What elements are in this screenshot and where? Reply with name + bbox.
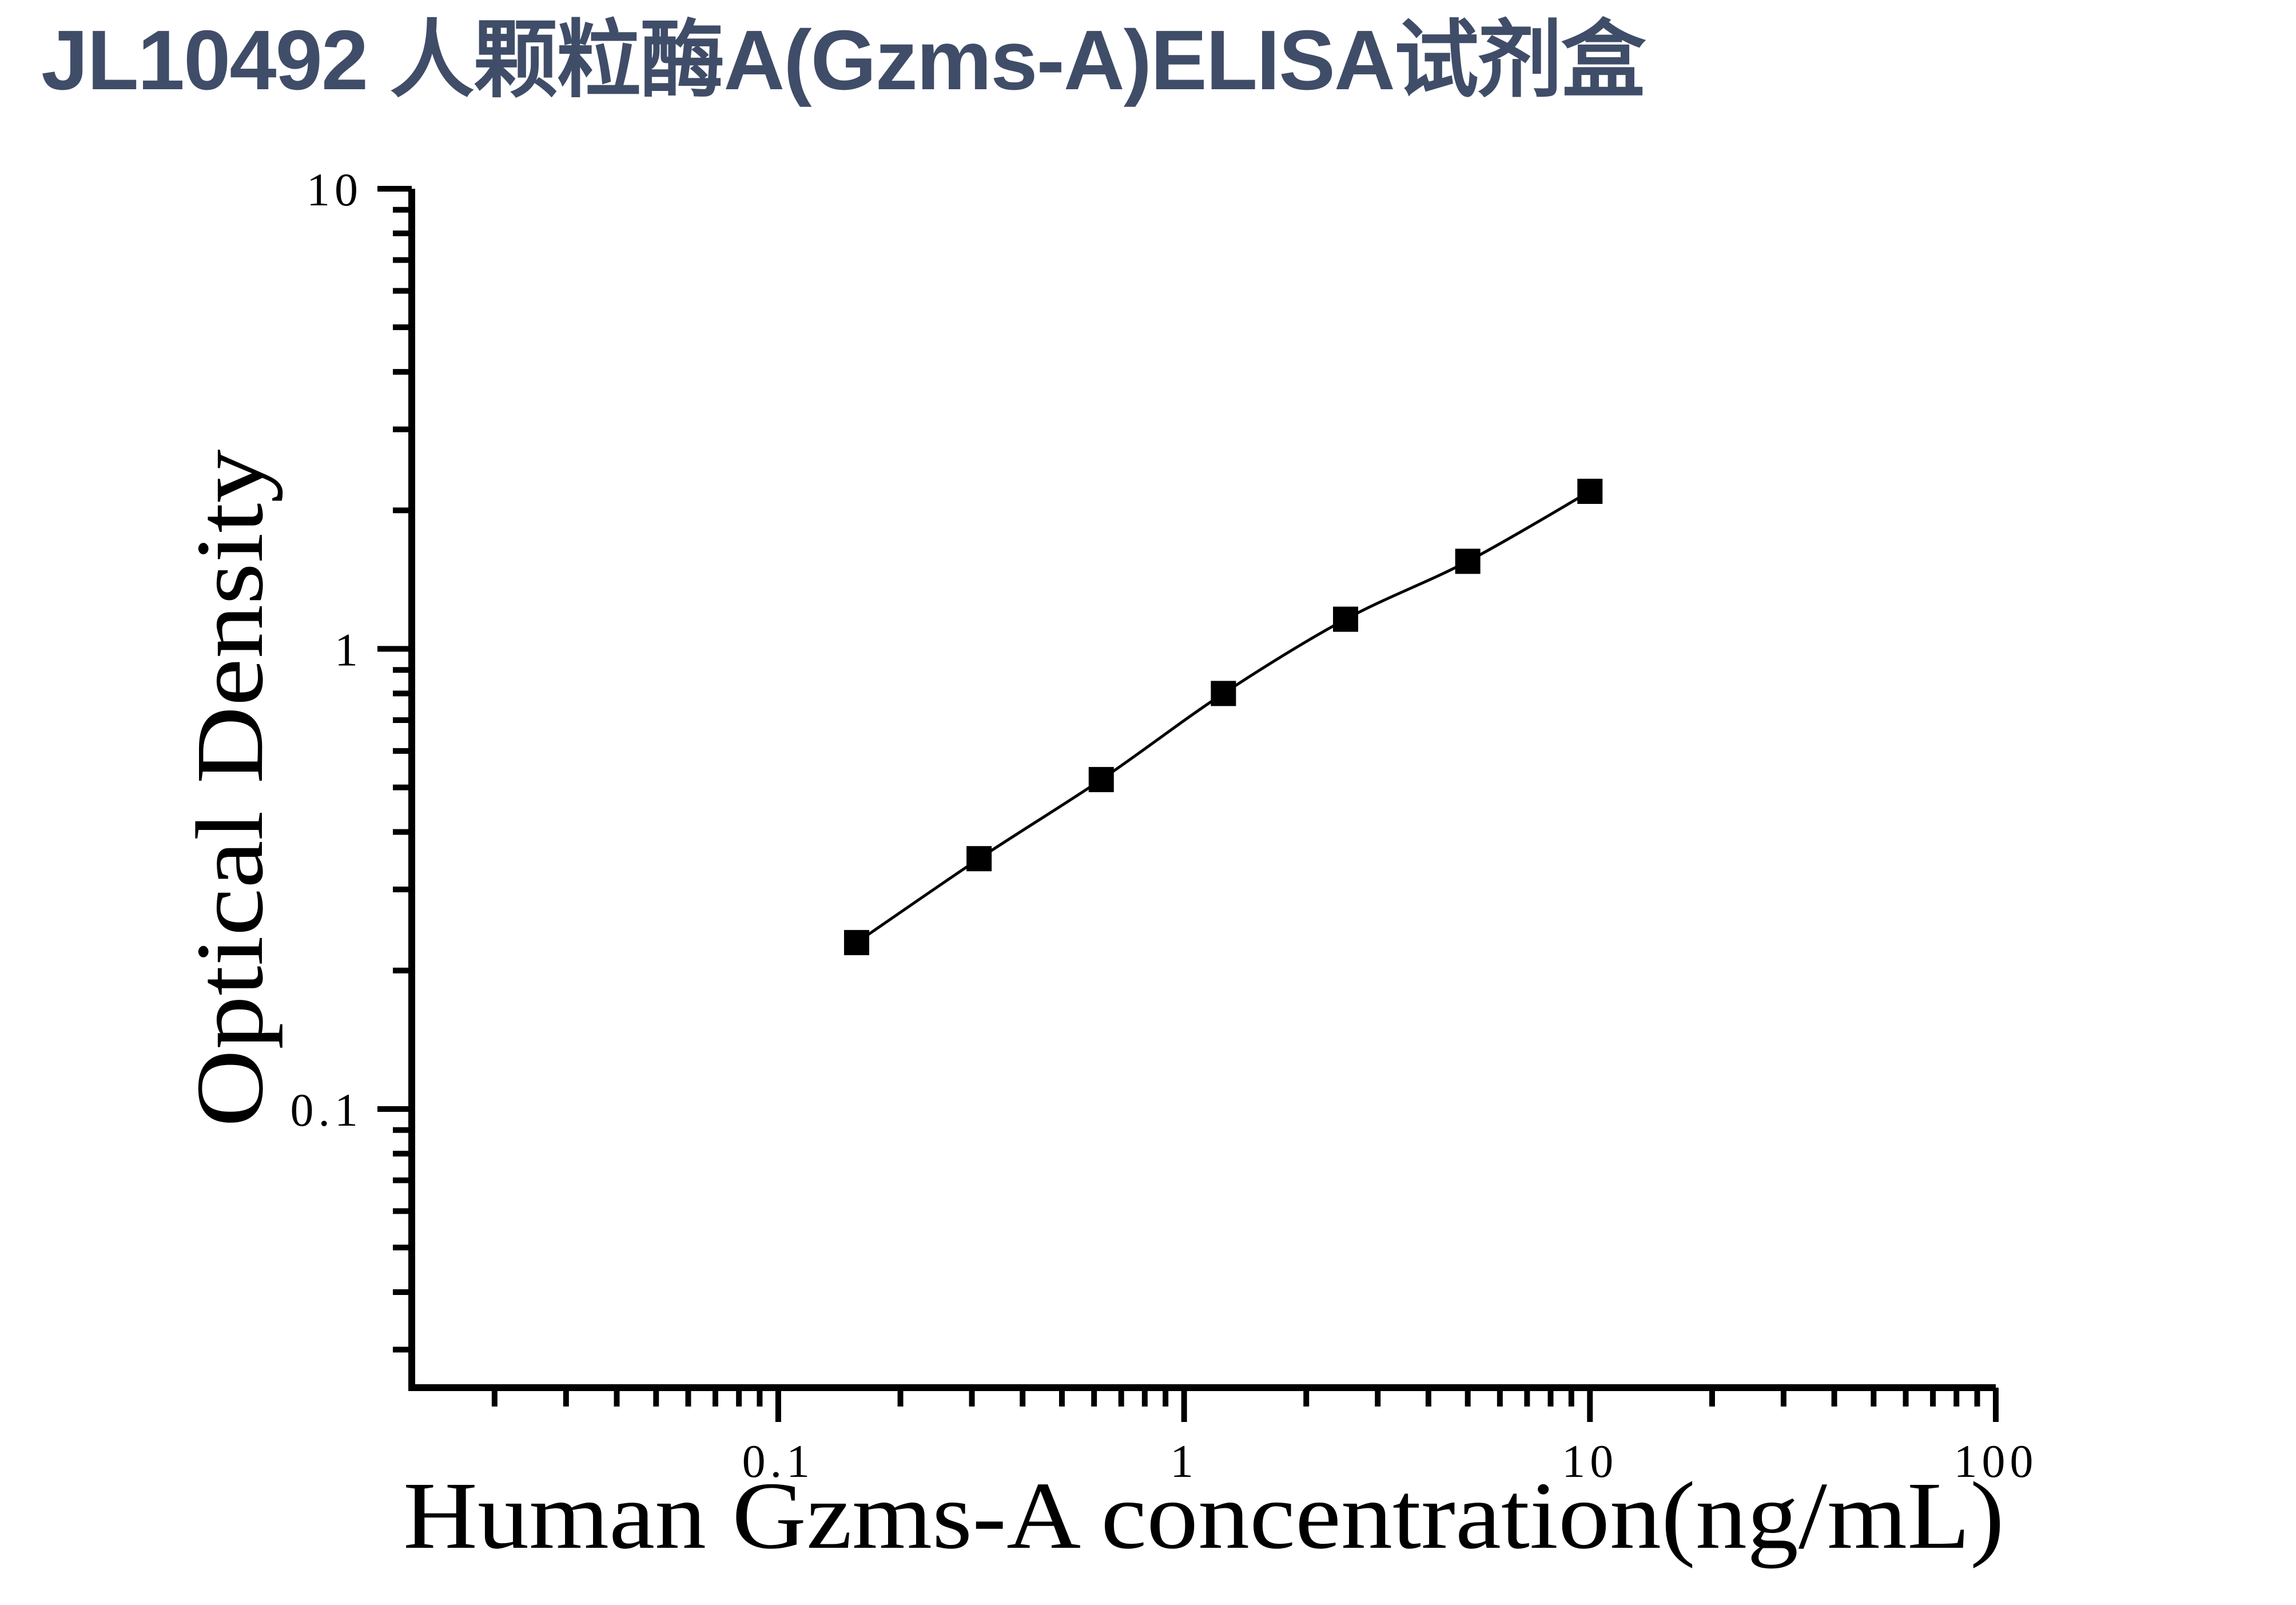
data-point-marker <box>1088 766 1114 792</box>
page-title: JL10492 人颗粒酶A(Gzms-A)ELISA试剂盒 <box>41 13 1646 108</box>
x-tick-label: 100 <box>1954 1435 2038 1487</box>
data-point-marker <box>843 929 869 955</box>
data-point-marker <box>1333 606 1359 632</box>
x-axis-title: Human Gzms-A concentration(ng/mL) <box>403 1463 2004 1569</box>
x-tick-label: 10 <box>1562 1435 1618 1487</box>
y-tick-label: 10 <box>307 164 363 216</box>
y-axis-title: Optical Density <box>177 450 283 1127</box>
x-tick-label: 1 <box>1170 1435 1198 1487</box>
data-point-marker <box>1211 681 1236 706</box>
y-tick-label: 1 <box>335 623 363 676</box>
data-point-marker <box>1455 549 1481 574</box>
data-point-marker <box>966 846 992 872</box>
data-point-marker <box>1577 478 1603 504</box>
y-tick-label: 0.1 <box>291 1084 363 1136</box>
x-tick-label: 0.1 <box>742 1435 815 1487</box>
